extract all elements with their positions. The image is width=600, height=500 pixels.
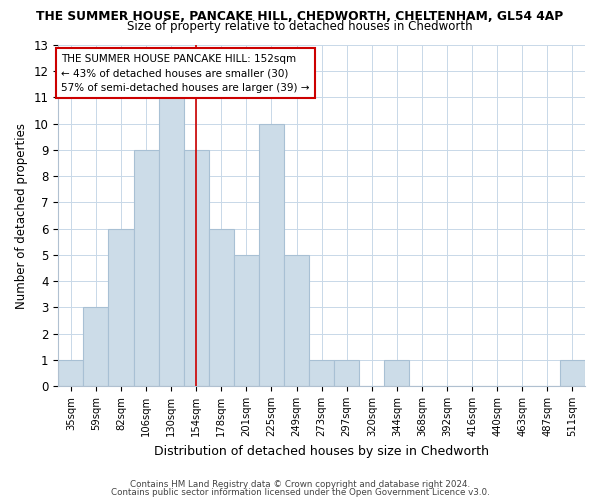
Bar <box>560 360 585 386</box>
Y-axis label: Number of detached properties: Number of detached properties <box>15 122 28 308</box>
Text: THE SUMMER HOUSE PANCAKE HILL: 152sqm
← 43% of detached houses are smaller (30)
: THE SUMMER HOUSE PANCAKE HILL: 152sqm ← … <box>61 54 310 93</box>
Bar <box>385 360 409 386</box>
Bar <box>58 360 83 386</box>
Bar <box>134 150 158 386</box>
Bar <box>184 150 209 386</box>
X-axis label: Distribution of detached houses by size in Chedworth: Distribution of detached houses by size … <box>154 444 489 458</box>
Bar <box>158 98 184 386</box>
Bar <box>234 255 259 386</box>
Text: Contains public sector information licensed under the Open Government Licence v3: Contains public sector information licen… <box>110 488 490 497</box>
Text: Contains HM Land Registry data © Crown copyright and database right 2024.: Contains HM Land Registry data © Crown c… <box>130 480 470 489</box>
Text: Size of property relative to detached houses in Chedworth: Size of property relative to detached ho… <box>127 20 473 33</box>
Bar <box>109 228 134 386</box>
Bar <box>334 360 359 386</box>
Bar <box>284 255 309 386</box>
Bar <box>209 228 234 386</box>
Bar <box>309 360 334 386</box>
Bar <box>259 124 284 386</box>
Bar <box>83 308 109 386</box>
Text: THE SUMMER HOUSE, PANCAKE HILL, CHEDWORTH, CHELTENHAM, GL54 4AP: THE SUMMER HOUSE, PANCAKE HILL, CHEDWORT… <box>37 10 563 23</box>
